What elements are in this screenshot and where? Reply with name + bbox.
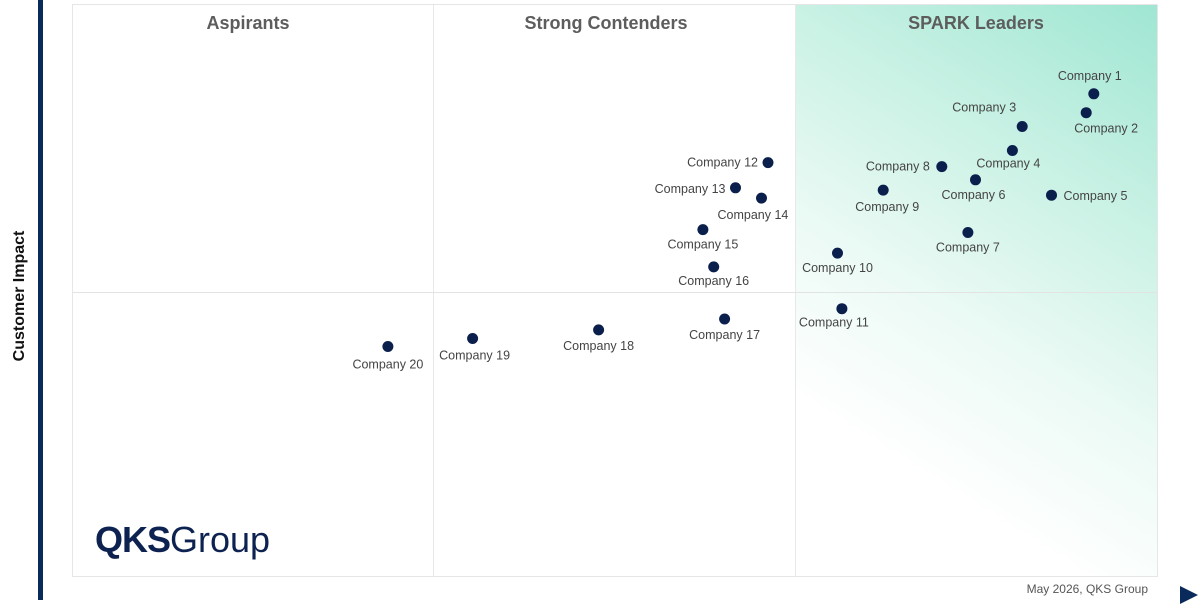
data-point-label-15: Company 15 xyxy=(667,238,738,252)
data-point-18[interactable] xyxy=(593,324,605,336)
horizontal-divider xyxy=(73,292,1157,293)
data-point-9[interactable] xyxy=(877,184,889,196)
data-point-3[interactable] xyxy=(1016,121,1028,132)
data-point-6[interactable] xyxy=(970,174,981,186)
data-point-label-8: Company 8 xyxy=(866,160,930,174)
scatter-plot: Company 1 Company 2 Company 3 Company 4 Comp… xyxy=(352,69,1138,372)
footer-credit: May 2026, QKS Group xyxy=(1026,582,1148,596)
y-axis-label: Customer Impact xyxy=(11,230,28,362)
data-point-14[interactable] xyxy=(756,192,767,204)
data-point-19[interactable] xyxy=(467,333,479,344)
x-axis-arrow-icon xyxy=(1180,586,1198,604)
quadrant-title-spark-leaders: SPARK Leaders xyxy=(908,13,1044,33)
data-point-label-9: Company 9 xyxy=(855,200,919,214)
leaders-quadrant-background xyxy=(795,5,1157,576)
quadrant-title-aspirants: Aspirants xyxy=(206,13,290,33)
plot-area: Aspirants Strong Contenders SPARK Leader… xyxy=(72,4,1158,577)
data-point-15[interactable] xyxy=(697,224,709,236)
data-point-5[interactable] xyxy=(1046,189,1057,201)
data-point-label-10: Company 10 xyxy=(802,261,873,275)
data-point-label-5: Company 5 xyxy=(1064,189,1128,203)
data-point-label-19: Company 19 xyxy=(439,349,510,363)
data-point-label-14: Company 14 xyxy=(718,208,789,222)
data-point-17[interactable] xyxy=(719,313,731,325)
quadrant-title-strong-contenders: Strong Contenders xyxy=(524,13,688,33)
data-point-label-7: Company 7 xyxy=(936,241,1000,255)
data-point-label-13: Company 13 xyxy=(655,182,726,196)
data-point-10[interactable] xyxy=(832,247,843,259)
logo-text-bold: QKS xyxy=(95,519,171,560)
quadrant-divider-1 xyxy=(433,5,434,576)
quadrant-divider-2 xyxy=(795,5,796,576)
data-point-label-1: Company 1 xyxy=(1058,69,1122,83)
data-point-1[interactable] xyxy=(1088,88,1100,100)
y-axis-line xyxy=(38,0,43,600)
data-point-label-4: Company 4 xyxy=(976,157,1040,171)
data-point-20[interactable] xyxy=(382,341,394,352)
logo-text-light: Group xyxy=(170,519,271,560)
data-point-label-6: Company 6 xyxy=(942,188,1006,202)
data-point-label-11: Company 11 xyxy=(799,316,869,330)
data-point-label-20: Company 20 xyxy=(352,358,423,372)
qks-group-logo: QKSGroup xyxy=(95,520,270,560)
data-point-13[interactable] xyxy=(730,182,741,194)
data-point-label-17: Company 17 xyxy=(689,328,760,342)
data-point-4[interactable] xyxy=(1006,145,1018,156)
data-point-16[interactable] xyxy=(708,261,720,273)
data-point-7[interactable] xyxy=(962,227,974,238)
data-point-11[interactable] xyxy=(836,303,848,315)
data-point-2[interactable] xyxy=(1080,107,1092,119)
data-point-8[interactable] xyxy=(936,161,948,173)
data-point-label-18: Company 18 xyxy=(563,339,634,353)
data-point-label-2: Company 2 xyxy=(1074,122,1138,136)
data-point-label-12: Company 12 xyxy=(687,156,758,170)
data-point-label-16: Company 16 xyxy=(678,274,749,288)
data-point-label-3: Company 3 xyxy=(952,101,1016,115)
data-point-12[interactable] xyxy=(762,157,774,169)
